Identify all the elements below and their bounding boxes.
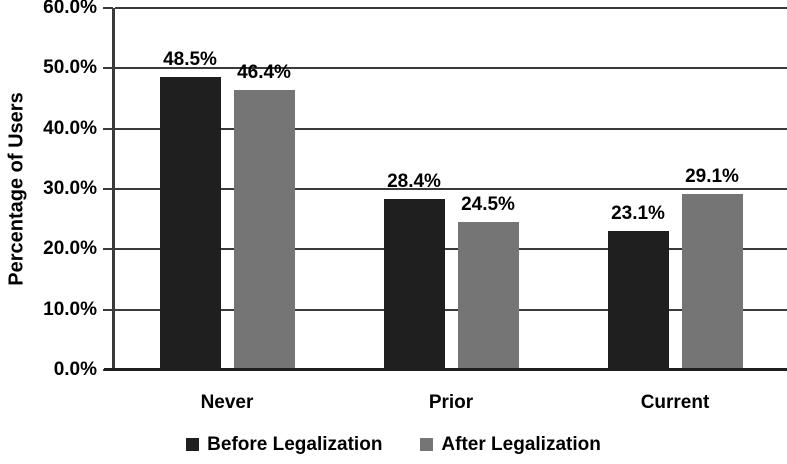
category-label-current: Current (640, 392, 710, 413)
category-label-prior: Prior (428, 392, 474, 413)
y-axis-line (112, 8, 115, 371)
y-tick-label: 40.0% (43, 117, 97, 139)
y-axis-tick (103, 248, 113, 251)
bar-value-label: 29.1% (685, 166, 739, 188)
gridline-60 (115, 7, 787, 9)
bar-value-label: 28.4% (387, 170, 441, 192)
bar-value-label: 46.4% (237, 62, 291, 84)
y-tick-label: 50.0% (43, 57, 97, 79)
y-tick-label: 20.0% (43, 238, 97, 260)
bar-value-label: 23.1% (611, 202, 665, 224)
bar-prior-before (383, 198, 445, 370)
bar-value-label: 24.5% (461, 194, 515, 216)
legend-item-after-legalization: After Legalization (420, 434, 601, 455)
bar-prior-after (457, 222, 519, 370)
gridline-40 (115, 127, 787, 130)
y-tick-label: 10.0% (43, 298, 97, 320)
legend-label: After Legalization (441, 434, 601, 455)
legend-swatch-icon (420, 438, 434, 451)
gridline-50 (115, 67, 787, 70)
bar-current-before (607, 230, 669, 370)
y-axis-tick (103, 127, 113, 130)
legend-swatch-icon (186, 438, 200, 451)
y-axis-tick (103, 188, 113, 190)
bar-value-label: 48.5% (163, 49, 217, 71)
y-tick-label: 30.0% (43, 178, 97, 199)
y-axis-tick (103, 308, 113, 311)
legend-label: Before Legalization (207, 434, 383, 455)
bar-never-before (159, 77, 221, 370)
legend: Before Legalization After Legalization (0, 435, 787, 454)
y-tick-label: 60.0% (43, 0, 97, 18)
gridline-20 (115, 248, 787, 251)
category-label-never: Never (200, 392, 254, 413)
y-tick-label: 0.0% (53, 359, 97, 380)
gridline-30 (115, 188, 787, 190)
bar-never-after (233, 90, 295, 370)
x-axis-line (104, 368, 787, 371)
legend-item-before-legalization: Before Legalization (186, 435, 382, 454)
y-axis-tick (103, 67, 113, 70)
gridline-10 (115, 308, 787, 311)
y-axis-tick (103, 7, 113, 9)
bar-current-after (681, 194, 743, 370)
